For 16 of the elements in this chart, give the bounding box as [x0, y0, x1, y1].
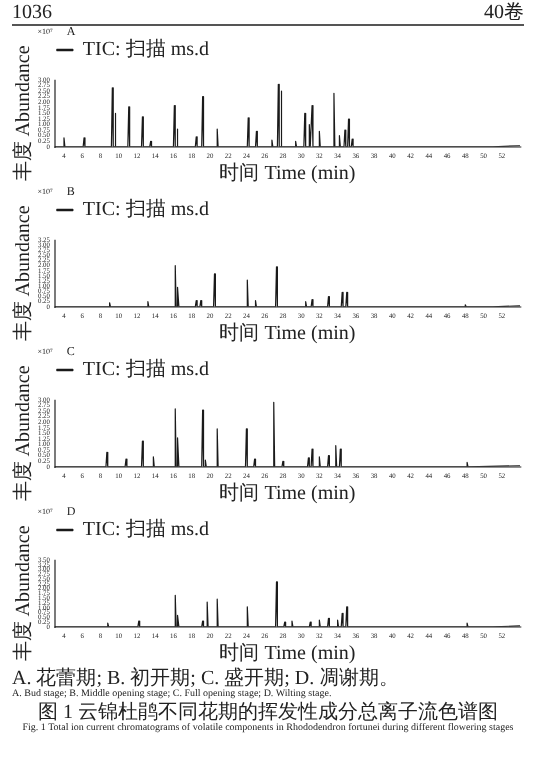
- x-axis-title: 时间 Time (min): [219, 641, 356, 666]
- text: A. 花蕾期; B. 初开期; C. 盛开期; D. 凋谢期。: [12, 668, 402, 690]
- text: 40卷: [484, 2, 524, 24]
- legend-label: TIC: 扫描 ms.d: [82, 357, 209, 382]
- legend-label: TIC: 扫描 ms.d: [82, 197, 209, 222]
- x-axis-title: 时间 Time (min): [219, 481, 356, 506]
- legend-label: TIC: 扫描 ms.d: [82, 37, 209, 62]
- y-axis-title: 丰度 Abundance: [11, 524, 36, 662]
- text: 1036: [12, 2, 52, 24]
- x-axis-title: 时间 Time (min): [219, 161, 356, 186]
- y-axis-title: 丰度 Abundance: [11, 204, 36, 342]
- y-axis-title: 丰度 Abundance: [11, 44, 36, 182]
- legend-label: TIC: 扫描 ms.d: [82, 517, 209, 542]
- caption: 图 1 云锦杜鹃不同花期的挥发性成分总离子流色谱图: [38, 702, 500, 724]
- y-axis-title: 丰度 Abundance: [11, 364, 36, 502]
- x-axis-title: 时间 Time (min): [219, 321, 356, 346]
